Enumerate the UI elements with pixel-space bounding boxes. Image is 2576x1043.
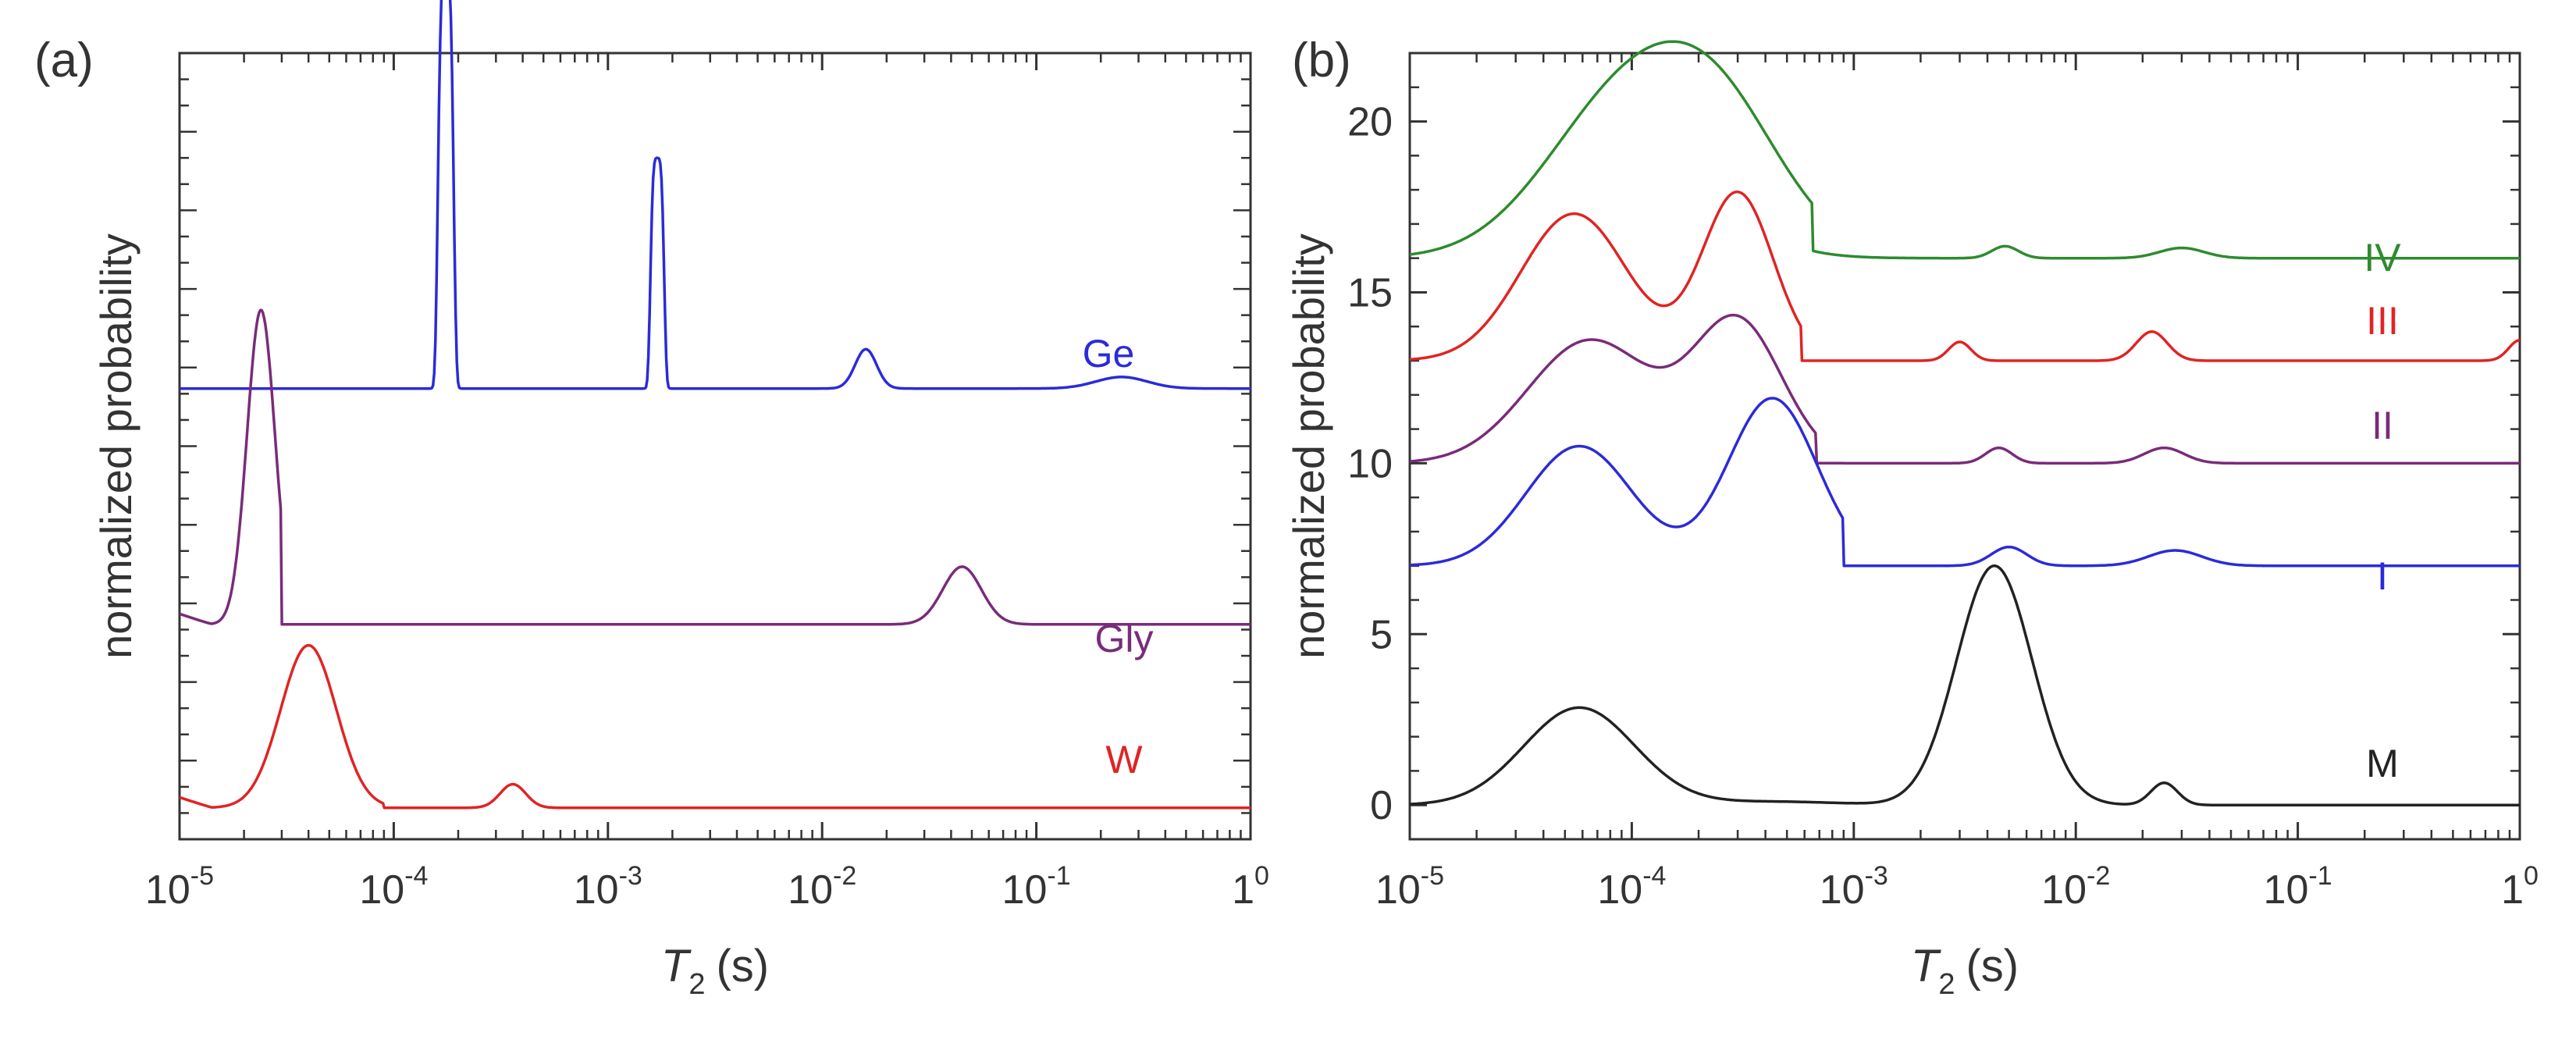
series-label-m: M: [2366, 742, 2399, 785]
x-tick-label: 10-5: [145, 861, 214, 913]
x-tick-label-exp: -4: [1642, 861, 1666, 891]
x-tick-label-base: 10: [788, 867, 833, 913]
x-tick-label: 10-3: [1820, 861, 1888, 913]
x-axis-label-symbol: T: [661, 941, 692, 991]
series-line-ge: [179, 0, 1251, 390]
x-axis-label-subscript: 2: [1938, 968, 1955, 1001]
series-label-iii: III: [2366, 299, 2399, 343]
x-tick-label: 10-1: [2264, 861, 2332, 913]
x-tick-label: 10-4: [359, 861, 428, 913]
x-axis-label-subscript: 2: [688, 968, 705, 1001]
x-tick-label-base: 1: [1232, 867, 1254, 913]
x-tick-label-base: 10: [145, 867, 190, 913]
series-label-i: I: [2377, 554, 2388, 598]
y-axis-label: normalized probability: [1284, 233, 1333, 659]
series-label-w: W: [1105, 738, 1143, 781]
x-axis-label-unit: (s): [716, 941, 769, 991]
y-tick-label: 10: [1347, 441, 1393, 486]
series-label-ii: II: [2371, 404, 2393, 447]
series-line-w: [179, 643, 1251, 810]
x-tick-label-base: 10: [2264, 867, 2309, 913]
x-tick-label-exp: 0: [2524, 861, 2539, 891]
series-line-ii: [1409, 313, 2521, 465]
x-tick-label-exp: -2: [833, 861, 856, 891]
series-line-iv: [1409, 40, 2521, 260]
panel-b: 10-5 10-4 10-3 10-2 10-1 1005101520IVIIIIIIM(…: [1284, 34, 2539, 1001]
series-label-gly: Gly: [1095, 617, 1154, 660]
x-tick-label-base: 10: [574, 867, 619, 913]
x-tick-label-base: 10: [1002, 867, 1048, 913]
panel-a: 10-5 10-4 10-3 10-2 10-1 10GeGlyW(a)normalize…: [34, 0, 1269, 1001]
y-tick-label: 5: [1370, 612, 1393, 657]
x-tick-label-exp: -1: [2308, 861, 2332, 891]
y-axis-label: normalized probability: [91, 233, 141, 659]
y-tick-label: 20: [1347, 100, 1393, 145]
x-tick-label: 10-1: [1002, 861, 1071, 913]
x-tick-label-base: 10: [1597, 867, 1642, 913]
series-line-i: [1409, 397, 2521, 568]
x-tick-label: 10-3: [574, 861, 642, 913]
x-tick-label-exp: -2: [2087, 861, 2110, 891]
x-axis-label-unit: (s): [1966, 941, 2019, 991]
x-axis-label: T2 (s): [661, 941, 769, 1001]
x-tick-label-base: 1: [2501, 867, 2524, 913]
x-tick-label: 10-4: [1597, 861, 1666, 913]
y-tick-label: 0: [1370, 783, 1393, 828]
y-tick-label: 15: [1347, 270, 1393, 315]
x-tick-label-exp: -4: [404, 861, 428, 891]
x-tick-label-exp: 0: [1254, 861, 1269, 891]
x-tick-label-exp: -5: [1421, 861, 1444, 891]
x-tick-label: 10-2: [788, 861, 856, 913]
x-tick-label-exp: -5: [190, 861, 214, 891]
x-tick-label: 10-5: [1375, 861, 1444, 913]
x-tick-label: 10: [1232, 861, 1269, 913]
panel-label: (a): [34, 34, 94, 87]
series-line-gly: [179, 308, 1251, 626]
x-tick-label-base: 10: [359, 867, 404, 913]
x-tick-label-base: 10: [1375, 867, 1421, 913]
x-tick-label-base: 10: [1820, 867, 1865, 913]
plot-frame: [1408, 52, 2521, 841]
x-tick-label-exp: -3: [1865, 861, 1888, 891]
series-label-ge: Ge: [1083, 332, 1135, 376]
series-line-m: [1409, 564, 2521, 806]
panel-label: (b): [1292, 34, 1351, 87]
series-label-iv: IV: [2364, 236, 2401, 279]
series-line-iii: [1409, 190, 2521, 362]
x-tick-label: 10: [2501, 861, 2539, 913]
x-tick-label-exp: -3: [619, 861, 642, 891]
x-tick-label-exp: -1: [1047, 861, 1070, 891]
x-axis-label-symbol: T: [1911, 941, 1941, 991]
x-axis-label: T2 (s): [1911, 941, 2019, 1001]
x-tick-label: 10-2: [2041, 861, 2110, 913]
x-tick-label-base: 10: [2041, 867, 2087, 913]
